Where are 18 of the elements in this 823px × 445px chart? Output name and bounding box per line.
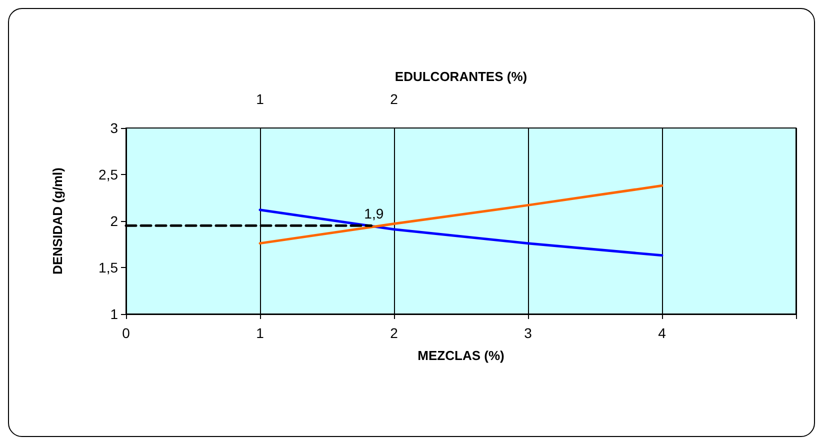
x-axis-title: MEZCLAS (%) <box>418 348 504 363</box>
y-tick-label: 1,5 <box>98 260 118 276</box>
x-tick-label: 0 <box>122 325 130 341</box>
line-series <box>258 184 664 245</box>
x2-tick-label: 1 <box>256 91 264 107</box>
x2-tick-label: 2 <box>390 91 398 107</box>
x-tick-label: 2 <box>390 325 398 341</box>
x2-axis-title: EDULCORANTES (%) <box>394 69 528 84</box>
y-tick-label: 2,5 <box>98 166 118 182</box>
x-tick-label: 4 <box>658 325 666 341</box>
line-series <box>258 208 664 257</box>
x-tick-label: 1 <box>256 325 264 341</box>
y-tick-label: 3 <box>110 120 118 136</box>
x-tick-label: 3 <box>524 325 532 341</box>
annotation: 1,9 <box>364 206 384 222</box>
y-axis-title: DENSIDAD (g/ml) <box>50 168 65 274</box>
y-tick-label: 1 <box>110 306 118 322</box>
y-tick-label: 2 <box>110 213 118 229</box>
